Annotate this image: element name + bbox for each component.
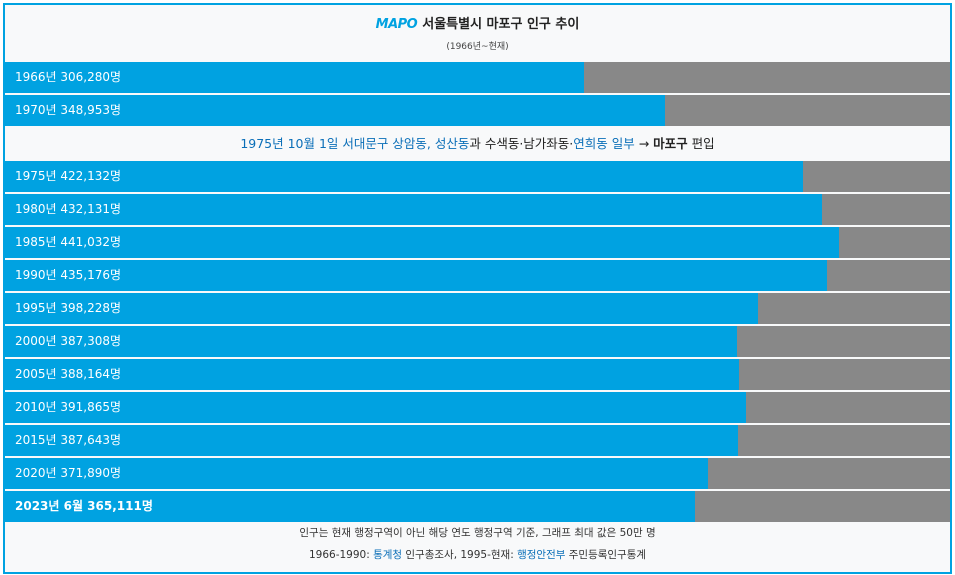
bar-label: 2020년 371,890명: [15, 466, 122, 480]
bar-fill: [5, 425, 738, 456]
note-part3-link[interactable]: 연희동 일부: [573, 136, 635, 151]
bar-fill: [5, 62, 584, 93]
title-text: 서울특별시 마포구 인구 추이: [422, 17, 580, 32]
bar-label: 2000년 387,308명: [15, 334, 122, 348]
bar-row: 2000년 387,308명: [5, 326, 950, 357]
bar-row: 2020년 371,890명: [5, 458, 950, 489]
bar-fill: [5, 260, 827, 291]
note-part4: 마포구: [653, 136, 688, 151]
note-part1-link[interactable]: 서대문구 상암동, 성산동: [342, 136, 470, 151]
source-link-ministry[interactable]: 행정안전부: [517, 549, 566, 561]
bar-label: 1970년 348,953명: [15, 103, 122, 117]
note-arrow: →: [634, 136, 654, 151]
bar-label: 1980년 432,131명: [15, 202, 122, 216]
bar-label: 1966년 306,280명: [15, 70, 122, 84]
bar-row: 2015년 387,643명: [5, 425, 950, 456]
bar-label: 2005년 388,164명: [15, 367, 122, 381]
chart-frame: MAPO 서울특별시 마포구 인구 추이 (1966년~현재) 1966년 306…: [3, 3, 952, 574]
bar-fill: [5, 392, 746, 423]
bar-row: 2010년 391,865명: [5, 392, 950, 423]
source-link-statistics[interactable]: 통계청: [373, 549, 403, 561]
chart-title: MAPO 서울특별시 마포구 인구 추이: [5, 13, 950, 32]
note-part5: 편입: [687, 136, 715, 151]
bar-fill: [5, 359, 739, 390]
bar-fill: [5, 227, 839, 258]
source-prefix: 1966-1990:: [308, 549, 374, 561]
bar-fill: [5, 194, 822, 225]
bar-fill: [5, 458, 708, 489]
chart-subtitle: (1966년~현재): [446, 42, 509, 52]
annexation-note: 1975년 10월 1일 서대문구 상암동, 성산동과 수색동·남가좌동·연희동…: [5, 128, 950, 159]
mapo-logo: MAPO: [375, 17, 418, 32]
bar-row: 1980년 432,131명: [5, 194, 950, 225]
bar-label: 2010년 391,865명: [15, 400, 122, 414]
note-part2: 과 수색동·남가좌동·: [469, 136, 574, 151]
bar-row: 1995년 398,228명: [5, 293, 950, 324]
bar-row: 2023년 6월 365,111명: [5, 491, 950, 522]
footer-source: 1966-1990: 통계청 인구총조사, 1995-현재: 행정안전부 주민등…: [5, 547, 950, 562]
bar-label: 1995년 398,228명: [15, 301, 122, 315]
bar-row: 1966년 306,280명: [5, 62, 950, 93]
bar-fill: [5, 161, 803, 192]
chart-header: MAPO 서울특별시 마포구 인구 추이 (1966년~현재): [5, 5, 950, 62]
bar-fill: [5, 491, 695, 522]
bar-label: 2023년 6월 365,111명: [15, 499, 153, 513]
bar-fill: [5, 326, 737, 357]
note-date-link[interactable]: 1975년 10월 1일: [240, 136, 339, 151]
bar-fill: [5, 293, 758, 324]
bar-row: 1985년 441,032명: [5, 227, 950, 258]
source-mid: 인구총조사, 1995-현재:: [402, 549, 518, 561]
bar-label: 2015년 387,643명: [15, 433, 122, 447]
bar-fill: [5, 95, 665, 126]
source-suffix: 주민등록인구통계: [565, 549, 647, 561]
footer-note: 인구는 현재 행정구역이 아닌 해당 연도 행정구역 기준, 그래프 최대 값은…: [299, 527, 656, 539]
bar-row: 1975년 422,132명: [5, 161, 950, 192]
bar-row: 2005년 388,164명: [5, 359, 950, 390]
bar-row: 1990년 435,176명: [5, 260, 950, 291]
bar-label: 1990년 435,176명: [15, 268, 122, 282]
bar-label: 1975년 422,132명: [15, 169, 122, 183]
bar-label: 1985년 441,032명: [15, 235, 122, 249]
bar-row: 1970년 348,953명: [5, 95, 950, 126]
